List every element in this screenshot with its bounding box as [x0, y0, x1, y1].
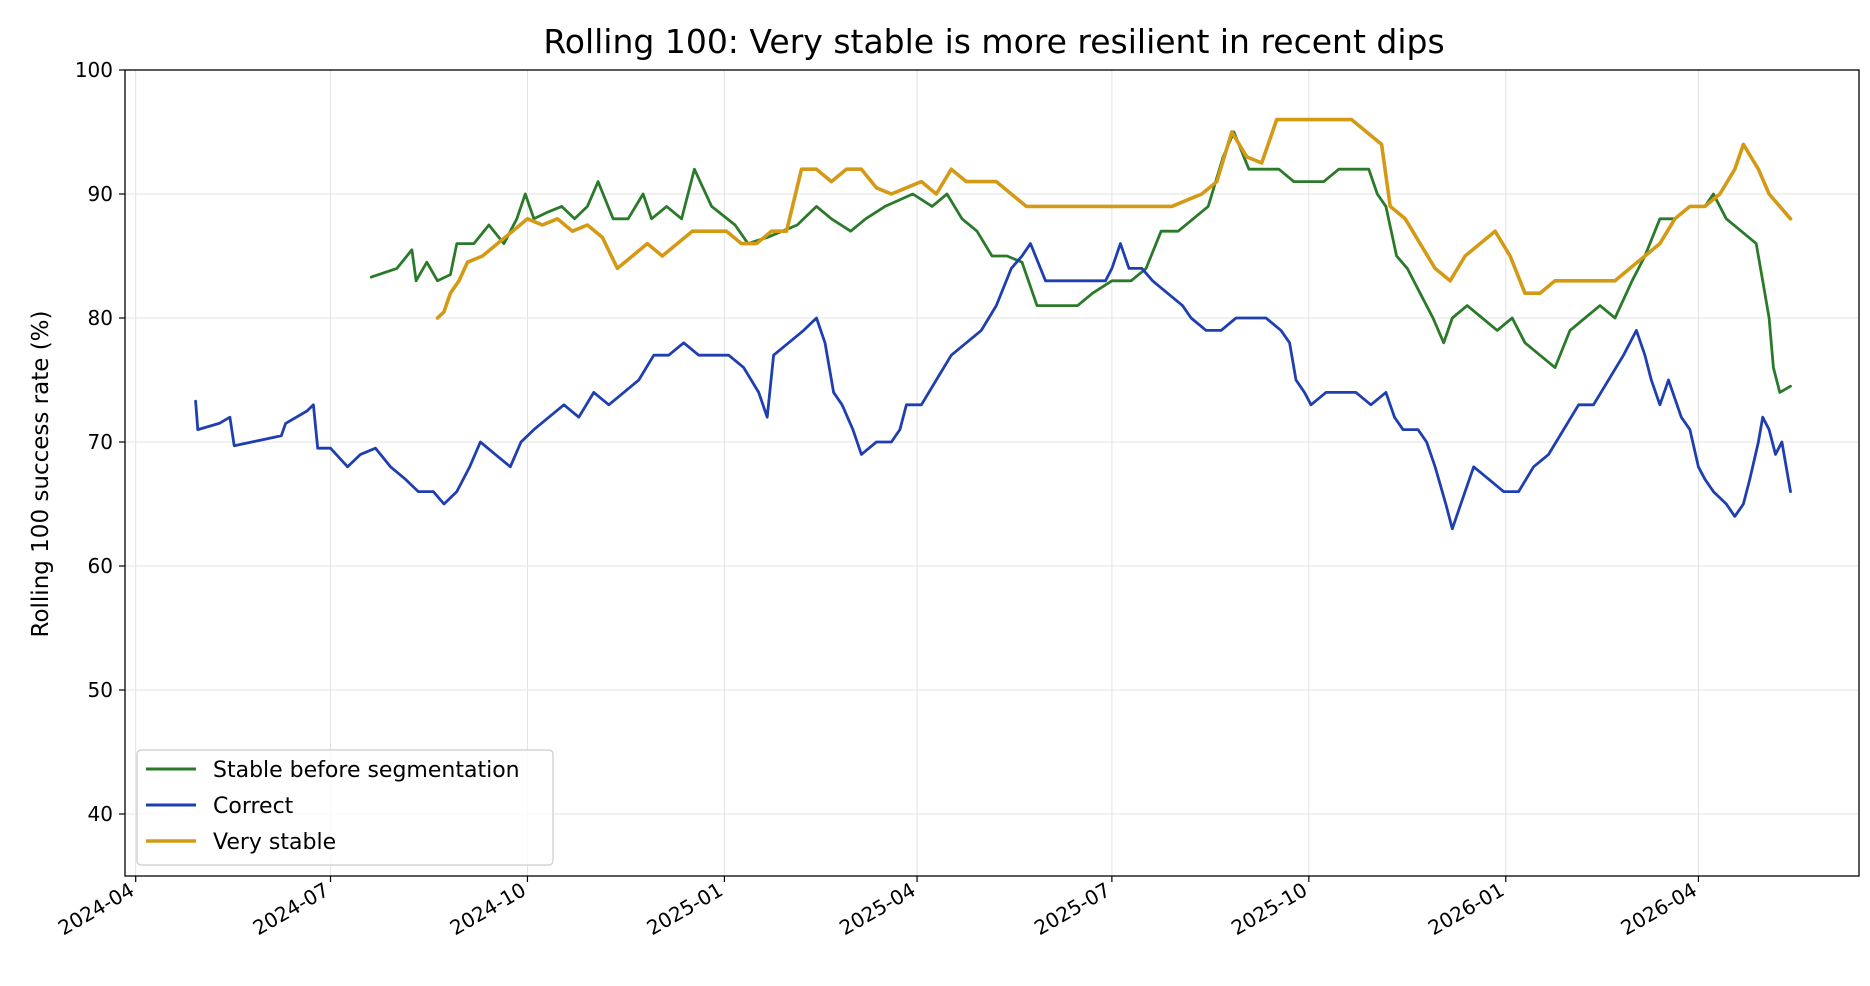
legend-label-stable-before-segmentation: Stable before segmentation	[213, 758, 520, 783]
y-tick-label-90: 90	[88, 182, 113, 206]
legend-label-correct: Correct	[213, 794, 294, 819]
legend-label-very-stable: Very stable	[213, 830, 336, 855]
y-tick-label-40: 40	[88, 802, 113, 826]
chart-title: Rolling 100: Very stable is more resilie…	[543, 22, 1444, 61]
plot-frame	[124, 69, 1860, 877]
y-tick-label-100: 100	[75, 58, 113, 82]
series-line-correct	[194, 242, 1792, 531]
series-line-very-stable	[435, 117, 1793, 320]
legend-box	[136, 749, 554, 866]
series-line-stable-before-segmentation	[369, 130, 1792, 394]
legend: Stable before segmentation Correct Very …	[136, 749, 554, 866]
grid	[125, 69, 1859, 876]
series-lines	[194, 117, 1793, 531]
y-tick-label-60: 60	[88, 554, 113, 578]
y-tick-label-80: 80	[88, 306, 113, 330]
y-tick-label-50: 50	[88, 678, 113, 702]
y-tick-label-70: 70	[88, 430, 113, 454]
y-axis-ticks: 40 50 60 70 80 90 100	[75, 58, 125, 826]
y-axis-label: Rolling 100 success rate (%)	[28, 311, 54, 638]
